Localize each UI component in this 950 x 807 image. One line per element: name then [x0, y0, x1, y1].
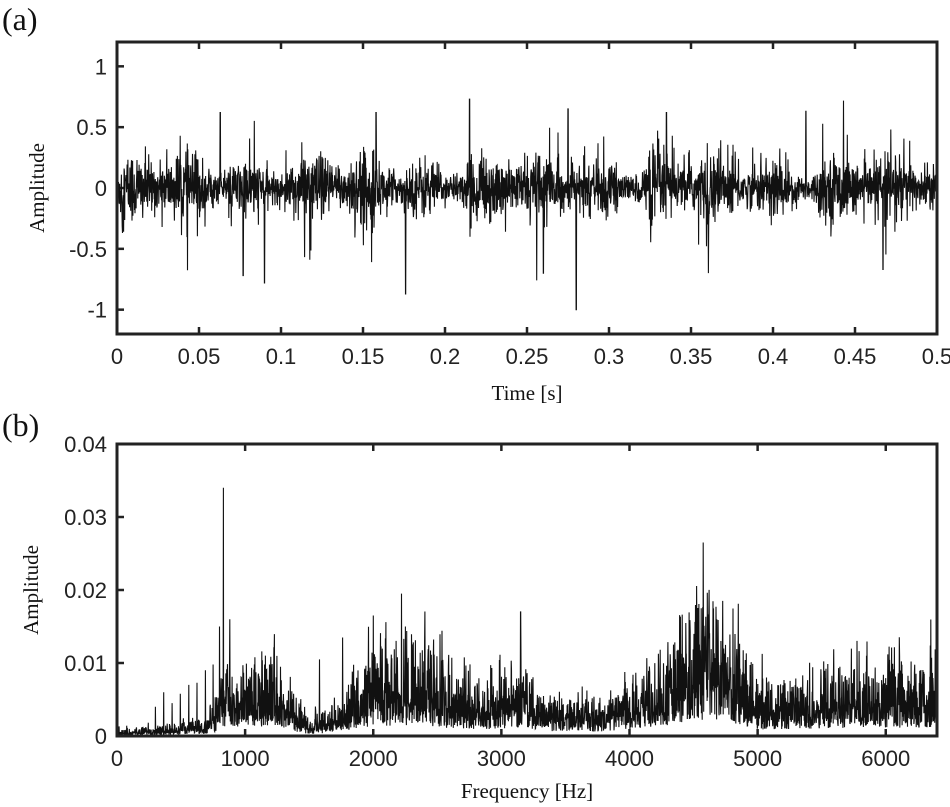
- x-tick-label: 0: [111, 746, 123, 771]
- x-tick-label: 0.3: [594, 344, 625, 369]
- spectrum-line: [116, 487, 938, 737]
- x-tick-label: 0.1: [266, 344, 297, 369]
- x-axis-label-b: Frequency [Hz]: [461, 779, 593, 803]
- y-axis-label-a: Amplitude: [25, 143, 49, 233]
- y-tick-label: 0: [95, 724, 107, 749]
- y-tick-label: 0.04: [64, 432, 107, 457]
- y-tick-label: 1: [95, 54, 107, 79]
- x-tick-label: 0.4: [758, 344, 789, 369]
- x-tick-label: 0.25: [506, 344, 549, 369]
- x-tick-label: 0: [111, 344, 123, 369]
- y-tick-label: 0.02: [64, 578, 107, 603]
- time-signal-line: [116, 98, 938, 311]
- x-tick-label: 3000: [477, 746, 526, 771]
- y-tick-label: 0.5: [76, 115, 107, 140]
- x-tick-label: 0.45: [834, 344, 877, 369]
- y-tick-label: 0.01: [64, 651, 107, 676]
- x-tick-label: 0.15: [342, 344, 385, 369]
- y-tick-label: -1: [87, 298, 107, 323]
- x-tick-label: 4000: [605, 746, 654, 771]
- x-tick-label: 0.2: [430, 344, 461, 369]
- spectrum-plot: 0 1000 2000 3000 4000 5000 6000 0 0.01 0.02 0.03 0.…: [64, 432, 939, 771]
- x-tick-label: 0.5: [922, 344, 950, 369]
- x-tick-label: 1000: [221, 746, 270, 771]
- x-tick-label: 0.05: [178, 344, 221, 369]
- y-tick-label: 0: [95, 176, 107, 201]
- y-tick-label: 0.03: [64, 505, 107, 530]
- y-tick-label: -0.5: [69, 237, 107, 262]
- panel-label-b: (b): [2, 407, 39, 443]
- x-tick-label: 0.35: [670, 344, 713, 369]
- x-axis-label-a: Time [s]: [492, 381, 563, 405]
- y-axis-label-b: Amplitude: [19, 545, 43, 635]
- plot-frame-a: [115, 40, 939, 336]
- x-tick-label: 6000: [861, 746, 910, 771]
- time-domain-plot: 0 0.05 0.1 0.15 0.2 0.25 0.3 0.35 0.4 0.45 0.5 1 0.5…: [69, 40, 950, 369]
- plot-frame-b: [115, 442, 939, 738]
- panel-label-a: (a): [2, 1, 38, 37]
- x-tick-label: 2000: [349, 746, 398, 771]
- x-tick-label: 5000: [733, 746, 782, 771]
